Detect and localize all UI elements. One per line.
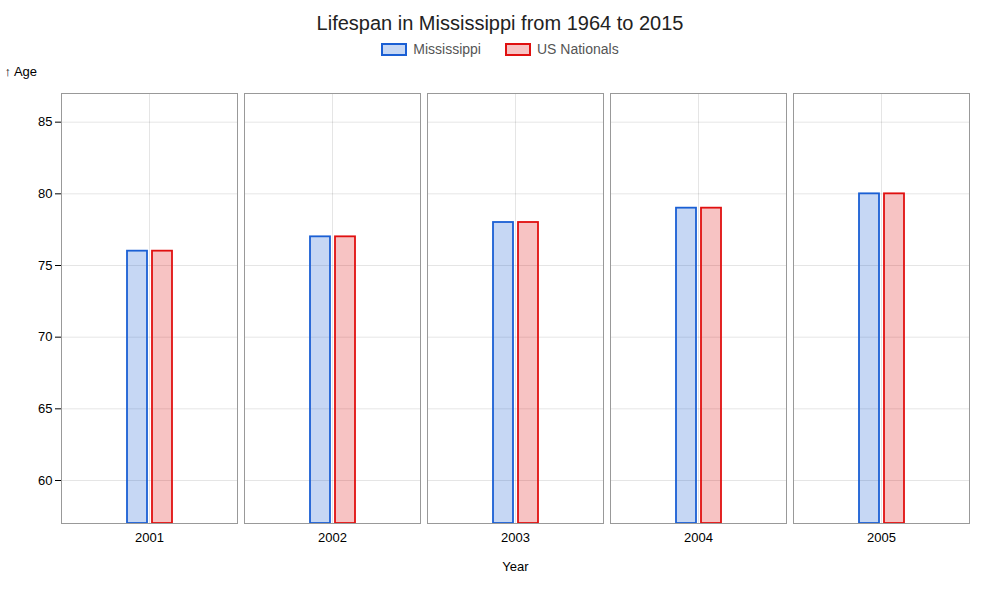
svg-text:↑ Age: ↑ Age	[5, 64, 38, 79]
html-text:US Nationals: US Nationals	[537, 41, 619, 57]
html-text:Mississippi: Mississippi	[413, 41, 481, 57]
svg-text:65: 65	[38, 401, 52, 416]
svg-text:2003: 2003	[501, 530, 530, 545]
svg-text:60: 60	[38, 473, 52, 488]
svg-text:2005: 2005	[867, 530, 896, 545]
svg-text:2004: 2004	[684, 530, 713, 545]
svg-text:75: 75	[38, 258, 52, 273]
html-text:Lifespan in Mississippi from 1: Lifespan in Mississippi from 1964 to 201…	[316, 12, 684, 34]
svg-text:85: 85	[38, 114, 52, 129]
svg-text:2002: 2002	[318, 530, 347, 545]
svg-text:Year: Year	[502, 559, 529, 574]
svg-text:2001: 2001	[135, 530, 164, 545]
svg-text:80: 80	[38, 186, 52, 201]
svg-text:70: 70	[38, 329, 52, 344]
